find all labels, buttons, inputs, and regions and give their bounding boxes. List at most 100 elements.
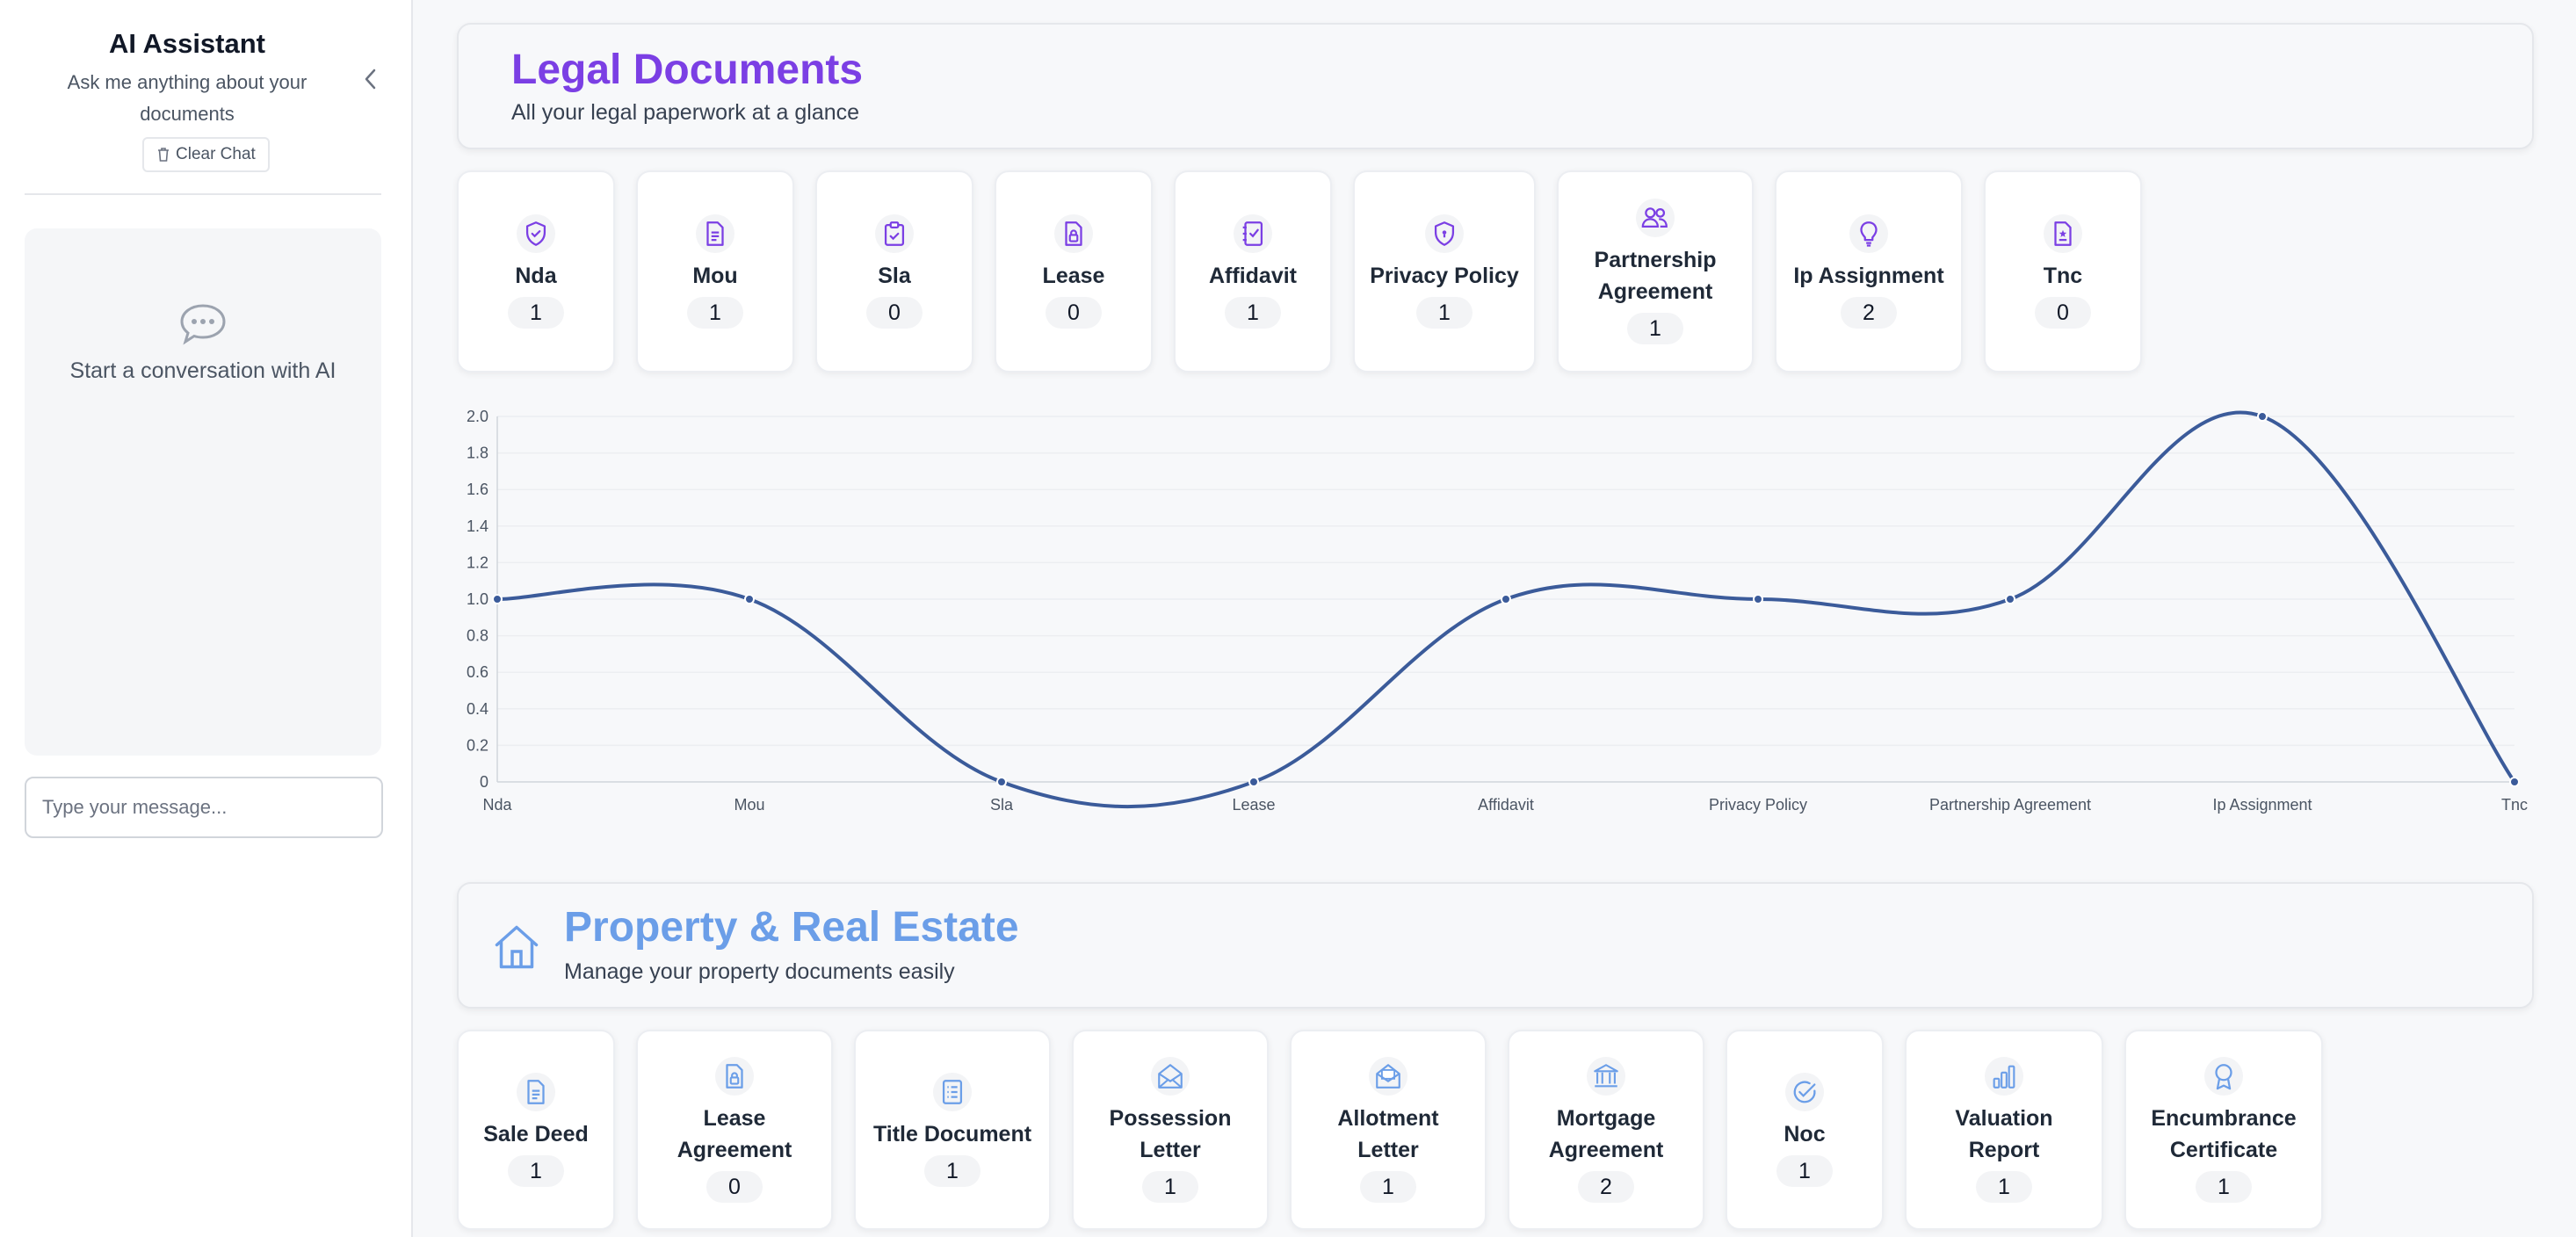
house-icon (495, 925, 539, 969)
legal-card-nda[interactable]: Nda 1 (457, 170, 615, 373)
y-tick-label: 0.8 (467, 627, 488, 645)
legal-card-ip-assignment[interactable]: Ip Assignment 2 (1775, 170, 1963, 373)
card-count: 0 (706, 1171, 763, 1203)
card-label: Encumbrance Certificate (2151, 1106, 2297, 1162)
bank-icon (1587, 1057, 1625, 1096)
y-tick-label: 1.0 (467, 590, 488, 608)
trash-icon (158, 148, 169, 162)
card-label: Title Document (872, 1122, 1032, 1147)
sidebar-title: AI Assistant (108, 28, 265, 59)
card-count: 0 (1046, 297, 1102, 329)
property-card-lease-agreement[interactable]: Lease Agreement 0 (636, 1030, 833, 1230)
card-label: Nda (515, 264, 557, 288)
data-point (1753, 594, 1763, 604)
notebook-check-icon (1234, 214, 1272, 253)
award-icon (2204, 1057, 2243, 1096)
series-line (496, 410, 2516, 809)
card-count: 1 (924, 1155, 980, 1187)
data-point (996, 777, 1007, 787)
card-count: 1 (1627, 313, 1683, 344)
card-count: 1 (1225, 297, 1281, 329)
card-label: Lease (1042, 264, 1105, 288)
card-label: Lease Agreement (677, 1106, 792, 1162)
property-card-noc[interactable]: Noc 1 (1726, 1030, 1884, 1230)
collapse-sidebar-button[interactable] (353, 61, 388, 97)
shield-check-icon (517, 214, 555, 253)
lightbulb-icon (1849, 214, 1888, 253)
property-card-valuation-report[interactable]: Valuation Report 1 (1905, 1030, 2103, 1230)
clear-chat-button[interactable]: Clear Chat (142, 137, 270, 172)
y-tick-label: 0.6 (467, 663, 488, 681)
property-card-mortgage-agreement[interactable]: Mortgage Agreement 2 (1508, 1030, 1704, 1230)
legal-card-privacy-policy[interactable]: Privacy Policy 1 (1353, 170, 1536, 373)
y-tick-label: 1.4 (467, 517, 488, 535)
envelope-open-icon (1151, 1057, 1190, 1096)
x-tick-label: Tnc (2501, 796, 2528, 814)
card-label: Sla (878, 264, 911, 288)
y-tick-label: 2.0 (467, 408, 488, 425)
legal-card-sla[interactable]: Sla 0 (815, 170, 973, 373)
legal-card-tnc[interactable]: Tnc 0 (1984, 170, 2142, 373)
x-tick-label: Partnership Agreement (1929, 796, 2091, 814)
chat-messages-area: Start a conversation with AI (25, 228, 381, 756)
card-label: Mortgage Agreement (1548, 1106, 1664, 1162)
y-tick-label: 1.8 (467, 445, 488, 462)
card-label: Possession Letter (1109, 1106, 1232, 1162)
card-label: Ip Assignment (1793, 264, 1944, 288)
card-count: 0 (2035, 297, 2091, 329)
card-count: 2 (1578, 1171, 1634, 1203)
x-tick-label: Privacy Policy (1709, 796, 1807, 814)
card-label: Allotment Letter (1337, 1106, 1439, 1162)
x-tick-label: Affidavit (1478, 796, 1534, 814)
card-count: 1 (1142, 1171, 1198, 1203)
list-document-icon (933, 1073, 972, 1111)
clear-chat-label: Clear Chat (176, 145, 256, 163)
message-input[interactable] (25, 777, 383, 838)
chat-bubble-icon (180, 304, 226, 345)
property-real-estate-header: Property & Real Estate Manage your prope… (457, 882, 2534, 1009)
data-point (492, 594, 503, 604)
legal-card-lease[interactable]: Lease 0 (995, 170, 1153, 373)
card-count: 0 (866, 297, 923, 329)
data-point (1248, 777, 1259, 787)
x-tick-label: Ip Assignment (2212, 796, 2312, 814)
data-point (2257, 411, 2268, 422)
card-count: 1 (1776, 1155, 1833, 1187)
card-label: Privacy Policy (1370, 264, 1519, 288)
x-tick-label: Nda (482, 796, 512, 814)
legal-card-affidavit[interactable]: Affidavit 1 (1174, 170, 1332, 373)
property-section-subtitle: Manage your property documents easily (564, 959, 955, 984)
card-count: 2 (1841, 297, 1897, 329)
card-label: Valuation Report (1955, 1106, 2053, 1162)
data-point (744, 594, 755, 604)
clipboard-check-icon (875, 214, 914, 253)
legal-card-mou[interactable]: Mou 1 (636, 170, 794, 373)
legal-section-subtitle: All your legal paperwork at a glance (511, 100, 860, 125)
card-label: Mou (692, 264, 738, 288)
shield-lock-icon (1425, 214, 1464, 253)
property-card-allotment-letter[interactable]: Allotment Letter 1 (1290, 1030, 1487, 1230)
card-count: 1 (508, 1155, 564, 1187)
legal-card-partnership-agreement[interactable]: Partnership Agreement 1 (1557, 170, 1754, 373)
legal-documents-header: Legal Documents All your legal paperwork… (457, 23, 2534, 149)
legal-section-title: Legal Documents (511, 47, 864, 93)
data-point (2509, 777, 2520, 787)
property-card-encumbrance-certificate[interactable]: Encumbrance Certificate 1 (2124, 1030, 2323, 1230)
card-count: 1 (1360, 1171, 1416, 1203)
property-card-sale-deed[interactable]: Sale Deed 1 (457, 1030, 615, 1230)
property-card-possession-letter[interactable]: Possession Letter 1 (1072, 1030, 1269, 1230)
document-lock-icon (715, 1057, 754, 1096)
envelope-letter-icon (1369, 1057, 1407, 1096)
check-circle-icon (1785, 1073, 1824, 1111)
card-count: 1 (1976, 1171, 2032, 1203)
chevron-left-icon (365, 69, 376, 90)
card-count: 1 (1416, 297, 1473, 329)
chat-empty-state: Start a conversation with AI (69, 358, 336, 383)
document-lock-icon (1054, 214, 1093, 253)
data-point (2005, 594, 2015, 604)
x-tick-label: Mou (734, 796, 764, 814)
card-label: Sale Deed (483, 1122, 589, 1147)
legal-documents-line-chart: 0 0.2 0.4 0.6 0.8 1.0 1.2 1.4 1.6 1.8 2.0 Nda Mou Sla… (467, 408, 2528, 814)
property-section-title: Property & Real Estate (564, 904, 1019, 951)
property-card-title-document[interactable]: Title Document 1 (854, 1030, 1051, 1230)
